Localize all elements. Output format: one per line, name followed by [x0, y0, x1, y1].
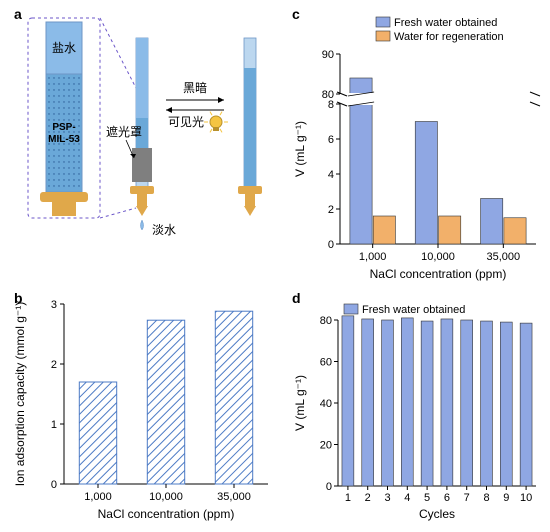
svg-text:0: 0: [51, 479, 57, 491]
svg-text:1,000: 1,000: [84, 491, 112, 503]
svg-text:PSP-: PSP-: [52, 122, 75, 133]
svg-text:Water for regeneration: Water for regeneration: [394, 31, 504, 43]
svg-text:黑暗: 黑暗: [183, 80, 207, 95]
svg-text:10,000: 10,000: [421, 251, 455, 263]
svg-text:90: 90: [322, 49, 334, 61]
svg-text:3: 3: [51, 299, 57, 311]
svg-text:9: 9: [503, 492, 509, 504]
svg-text:10: 10: [520, 492, 532, 504]
svg-text:Ion adsorption capacity (mmol: Ion adsorption capacity (mmol g⁻¹): [13, 302, 27, 486]
svg-text:V (mL g⁻¹): V (mL g⁻¹): [293, 121, 307, 177]
chart-b: 0 1 2 3 1,000 10,000 35,000 NaCl concentration …: [8, 290, 278, 530]
svg-text:10,000: 10,000: [149, 491, 183, 503]
svg-text:35,000: 35,000: [217, 491, 251, 503]
svg-text:0: 0: [326, 481, 332, 493]
svg-text:NaCl concentration (ppm): NaCl concentration (ppm): [98, 507, 235, 521]
svg-text:NaCl concentration (ppm): NaCl concentration (ppm): [370, 267, 507, 281]
svg-text:Fresh water obtained: Fresh water obtained: [394, 17, 497, 29]
svg-text:遮光罩: 遮光罩: [106, 124, 142, 139]
svg-text:35,000: 35,000: [487, 251, 521, 263]
chart-d: 0 20 40 60 80 Fresh water obtained 1 2 3 4 5 6 7 8 9 10…: [288, 290, 546, 530]
svg-text:40: 40: [320, 398, 332, 410]
svg-text:3: 3: [384, 492, 390, 504]
chart-c: 024688090Fresh water obtainedWater for r…: [288, 8, 546, 288]
svg-text:5: 5: [424, 492, 430, 504]
svg-text:1,000: 1,000: [359, 251, 387, 263]
svg-text:1: 1: [51, 419, 57, 431]
svg-text:8: 8: [483, 492, 489, 504]
svg-text:可见光: 可见光: [168, 115, 204, 129]
svg-text:6: 6: [444, 492, 450, 504]
svg-text:7: 7: [464, 492, 470, 504]
svg-text:2: 2: [365, 492, 371, 504]
svg-text:0: 0: [328, 239, 334, 251]
svg-text:60: 60: [320, 357, 332, 369]
svg-text:6: 6: [328, 134, 334, 146]
svg-text:4: 4: [328, 169, 334, 181]
svg-text:4: 4: [404, 492, 410, 504]
svg-text:2: 2: [51, 359, 57, 371]
svg-text:V (mL g⁻¹): V (mL g⁻¹): [293, 375, 307, 431]
svg-text:Cycles: Cycles: [419, 507, 455, 521]
svg-text:2: 2: [328, 204, 334, 216]
svg-text:MIL-53: MIL-53: [48, 134, 80, 145]
svg-text:80: 80: [322, 89, 334, 101]
svg-text:Fresh water obtained: Fresh water obtained: [362, 304, 465, 316]
svg-text:1: 1: [345, 492, 351, 504]
diagram-a: 盐水 PSP-MIL-53 遮光罩淡水 黑暗可见光: [8, 8, 278, 288]
svg-text:20: 20: [320, 440, 332, 452]
svg-text:淡水: 淡水: [152, 223, 176, 237]
svg-text:80: 80: [320, 315, 332, 327]
svg-text:盐水: 盐水: [52, 41, 76, 55]
